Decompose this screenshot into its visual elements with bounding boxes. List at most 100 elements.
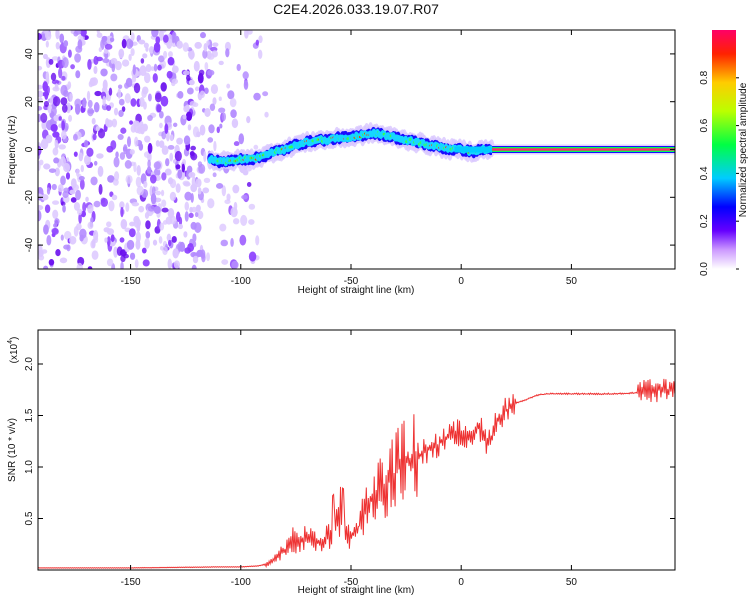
- noise-blob: [187, 243, 195, 252]
- snr-x-axis: -150 -100 -50 0 50: [121, 330, 577, 588]
- colorbar-scale: [712, 30, 736, 269]
- spec-y-tick-label: 40: [24, 48, 35, 60]
- noise-blob: [82, 202, 87, 213]
- noise-blob: [211, 50, 218, 58]
- spectrogram-y-axis: -40 -20 0 20 40: [24, 48, 675, 252]
- noise-blob: [181, 163, 186, 173]
- noise-blob: [41, 249, 48, 254]
- noise-blob: [158, 236, 163, 244]
- colorbar: 0.0 0.2 0.4 0.6 0.8 Normalized spectral ampl…: [699, 30, 749, 276]
- noise-blob: [76, 262, 83, 269]
- noise-blob: [219, 123, 223, 129]
- noise-blob: [113, 246, 118, 258]
- noise-blob: [187, 50, 195, 58]
- noise-blob: [78, 212, 82, 224]
- noise-blob: [125, 202, 130, 213]
- noise-blob: [48, 58, 54, 65]
- snr-y-label: SNR (10 * v/v): [7, 418, 18, 482]
- noise-blob: [126, 239, 135, 250]
- noise-blob: [119, 201, 125, 209]
- snr-panel: -150 -100 -50 0 50 0.5 1.0 1.5 2.0 Height of st…: [7, 329, 676, 596]
- noise-blob: [130, 124, 137, 133]
- noise-blob: [106, 105, 112, 111]
- noise-blob: [70, 197, 77, 203]
- noise-blob: [73, 151, 78, 157]
- noise-blob: [264, 111, 269, 118]
- noise-blob: [185, 104, 190, 112]
- noise-blob: [218, 60, 224, 66]
- noise-blob: [83, 139, 89, 148]
- noise-blob: [57, 184, 64, 193]
- noise-blob: [147, 205, 156, 212]
- noise-blob: [158, 55, 165, 63]
- noise-blob: [207, 137, 214, 143]
- noise-blob: [161, 145, 169, 156]
- noise-blob: [133, 217, 141, 229]
- noise-blob: [98, 47, 103, 53]
- noise-blob: [172, 248, 179, 259]
- noise-blob: [207, 198, 215, 209]
- noise-blob: [93, 65, 98, 75]
- noise-blob: [119, 152, 126, 160]
- noise-blob: [190, 193, 194, 203]
- noise-blob: [162, 246, 168, 256]
- noise-blob: [182, 70, 190, 76]
- noise-blob: [230, 237, 234, 248]
- noise-blob: [51, 106, 57, 116]
- noise-blob: [152, 73, 158, 83]
- noise-blob: [145, 231, 151, 239]
- snr-x-tick-label: -100: [231, 577, 251, 588]
- noise-blob: [204, 61, 209, 71]
- noise-blob: [202, 49, 208, 59]
- noise-blob: [200, 32, 206, 39]
- noise-blob: [135, 71, 142, 77]
- noise-blob: [163, 50, 168, 59]
- noise-blob: [184, 211, 189, 222]
- noise-blob: [184, 201, 190, 211]
- noise-blob: [192, 233, 197, 243]
- noise-blob: [229, 97, 237, 108]
- noise-blob: [208, 124, 215, 134]
- noise-blob: [108, 200, 115, 212]
- noise-blob: [124, 82, 130, 89]
- snr-background: [38, 330, 675, 570]
- noise-blob: [159, 122, 163, 129]
- noise-blob: [186, 87, 194, 95]
- noise-blob: [75, 189, 81, 201]
- noise-blob: [75, 70, 81, 79]
- noise-blob: [96, 30, 100, 34]
- snr-frame: [37, 329, 676, 571]
- noise-blob: [102, 79, 108, 91]
- noise-blob: [38, 254, 45, 261]
- noise-blob: [95, 126, 100, 132]
- noise-blob: [215, 183, 224, 189]
- noise-blob: [161, 172, 167, 181]
- noise-blob: [195, 205, 201, 213]
- noise-blob: [232, 184, 240, 194]
- noise-blob: [100, 197, 109, 207]
- noise-blob: [113, 156, 120, 168]
- noise-blob: [199, 124, 206, 136]
- snr-y-tick-label: 1.5: [24, 408, 35, 422]
- noise-blob: [158, 110, 164, 119]
- noise-blob: [72, 133, 78, 141]
- noise-blob: [49, 96, 54, 106]
- spec-x-tick-label: -100: [231, 276, 251, 287]
- noise-blob: [154, 92, 162, 103]
- noise-blob: [38, 210, 42, 222]
- noise-blob: [129, 40, 134, 48]
- noise-blob: [129, 252, 136, 260]
- noise-blob: [190, 145, 196, 151]
- noise-blob: [92, 133, 97, 141]
- noise-blob: [73, 201, 81, 211]
- noise-blob: [190, 221, 197, 230]
- noise-blob: [156, 104, 162, 113]
- noise-blob: [129, 120, 134, 125]
- noise-blob: [39, 159, 44, 166]
- noise-blob: [87, 221, 94, 230]
- noise-blob: [184, 191, 192, 201]
- noise-blob: [187, 124, 192, 131]
- noise-blob: [114, 171, 120, 182]
- svg-text:(x104): (x104): [7, 337, 20, 364]
- noise-blob: [253, 92, 261, 101]
